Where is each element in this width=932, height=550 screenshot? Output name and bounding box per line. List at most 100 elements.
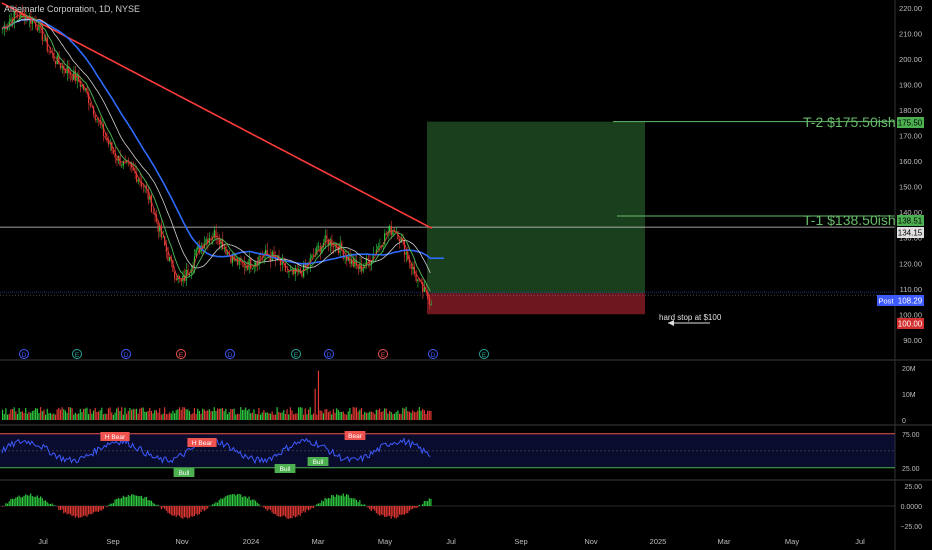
volume-bar — [316, 414, 318, 420]
volume-bar — [207, 410, 209, 420]
macd-histogram-bar — [205, 506, 207, 510]
volume-bar — [264, 412, 267, 420]
candle-body — [412, 266, 414, 270]
candle-body — [260, 256, 262, 258]
macd-histogram-bar — [324, 497, 326, 506]
macd-histogram-bar — [397, 506, 399, 518]
volume-bar — [342, 411, 344, 420]
volume-bar — [410, 412, 412, 420]
volume-bar — [3, 414, 5, 420]
macd-histogram-bar — [192, 506, 194, 517]
volume-bar — [248, 409, 250, 420]
event-marker-ring — [19, 349, 29, 359]
volume-bar — [185, 409, 187, 420]
volume-bar — [178, 407, 181, 420]
volume-bar — [241, 409, 243, 420]
volume-bar — [210, 411, 212, 420]
macd-histogram-bar — [253, 499, 255, 506]
volume-bar — [142, 407, 144, 420]
event-marker: E — [176, 349, 186, 359]
candle-body — [294, 268, 296, 274]
macd-histogram-bar — [408, 506, 411, 511]
candle-body — [154, 212, 156, 215]
macd-histogram-bar — [213, 503, 215, 506]
volume-bar — [337, 409, 339, 420]
macd-histogram-bar — [217, 502, 219, 506]
volume-bar — [23, 413, 25, 420]
candle-body — [273, 251, 275, 256]
candle-body — [102, 124, 105, 136]
volume-bar — [15, 411, 17, 420]
volume-bar — [182, 407, 184, 420]
candle-body — [104, 135, 106, 139]
volume-bar — [152, 413, 154, 420]
volume-bar — [350, 414, 353, 420]
macd-histogram-bar — [10, 499, 12, 506]
macd-histogram-bar — [415, 506, 417, 509]
macd-histogram-bar — [137, 496, 139, 506]
volume-bar — [127, 410, 129, 420]
macd-histogram-bar — [155, 505, 157, 506]
macd-histogram-bar — [346, 494, 348, 506]
macd-histogram-bar — [235, 495, 237, 506]
candle-body — [309, 258, 311, 266]
macd-histogram-bar — [402, 506, 404, 515]
candle-body — [23, 12, 25, 21]
volume-bar — [430, 410, 432, 420]
macd-histogram-bar — [202, 506, 204, 510]
macd-histogram-bar — [269, 506, 272, 510]
macd-histogram-bar — [288, 506, 290, 519]
candle-body — [36, 27, 38, 31]
macd-histogram-bar — [23, 495, 25, 506]
candle-body — [106, 138, 108, 141]
time-tick-label: May — [785, 537, 799, 546]
candle-body — [286, 271, 288, 273]
volume-bar — [359, 409, 361, 420]
candle-body — [41, 25, 43, 41]
volume-bar — [283, 410, 285, 420]
volume-bar — [355, 407, 358, 420]
macd-histogram-bar — [53, 505, 55, 506]
candle-body — [223, 247, 225, 249]
macd-histogram-bar — [273, 506, 275, 514]
volume-bar — [286, 409, 288, 420]
price-tick-label: 140.00 — [899, 208, 922, 217]
macd-histogram-bar — [193, 506, 196, 516]
candle-body — [226, 252, 229, 255]
price-pane[interactable] — [0, 2, 932, 481]
price-tick-label: 180.00 — [899, 106, 922, 115]
candle-body — [79, 81, 81, 87]
svg-text:100.00: 100.00 — [898, 320, 923, 329]
macd-histogram-bar — [180, 506, 182, 519]
candle-body — [132, 167, 134, 171]
volume-bar — [303, 414, 305, 420]
volume-bar — [195, 413, 197, 420]
macd-histogram-bar — [226, 495, 229, 506]
volume-bar — [180, 409, 182, 420]
macd-histogram-bar — [352, 498, 354, 506]
volume-bar — [263, 410, 265, 420]
candle-body — [101, 124, 103, 125]
candle-body — [129, 162, 131, 165]
volume-bar — [135, 408, 138, 420]
macd-histogram-bar — [319, 503, 321, 506]
volume-bar — [245, 407, 247, 420]
macd-histogram-bar — [344, 496, 346, 506]
volume-bar — [122, 414, 124, 420]
volume-bar — [407, 411, 409, 420]
t2-price-badge: 175.50 — [897, 117, 924, 128]
rsi-signal-label: Bear — [344, 431, 366, 440]
volume-bar — [66, 412, 68, 420]
candle-body — [243, 262, 245, 268]
volume-bar — [126, 413, 128, 420]
candle-body — [248, 258, 250, 270]
volume-bar — [331, 414, 333, 420]
time-tick-label: May — [378, 537, 392, 546]
volume-bar — [322, 413, 325, 420]
price-tick-label: 120.00 — [899, 259, 922, 268]
ma-green-line — [1, 15, 431, 292]
candle-body — [403, 240, 406, 255]
time-tick-label: Nov — [584, 537, 598, 546]
volume-bar — [220, 408, 222, 420]
